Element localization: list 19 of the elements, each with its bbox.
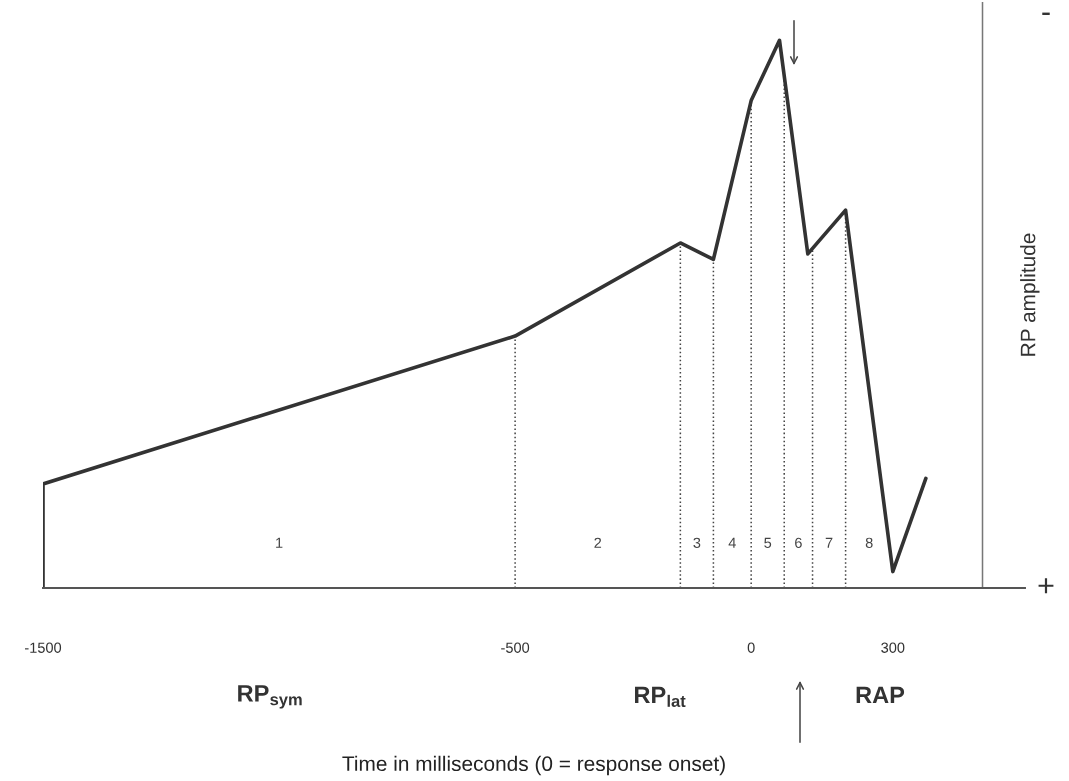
annotation: 1 [276,537,283,548]
x-tick-label: 0 [747,642,755,653]
x-tick-label: 300 [881,642,905,653]
text: - [1042,12,1050,15]
text: RP$_{lat}$ [635,686,686,707]
annotation: 4 [728,537,736,548]
annotation: 3 [693,537,701,548]
annotation: 2 [594,537,602,548]
annotation: 6 [795,537,802,548]
y-axis-title: RP amplitude [1020,233,1040,356]
text: + [1038,578,1054,594]
x-axis-title: Time in milliseconds (0 = response onset) [342,755,725,776]
x-tick-label: -1500 [25,642,62,653]
annotation: 7 [825,537,833,548]
annotation: 8 [865,537,873,548]
x-tick-label: -500 [501,642,530,653]
text: RAP [856,686,905,704]
text: RP$_{sym}$ [238,685,302,709]
annotation: 5 [764,537,772,548]
